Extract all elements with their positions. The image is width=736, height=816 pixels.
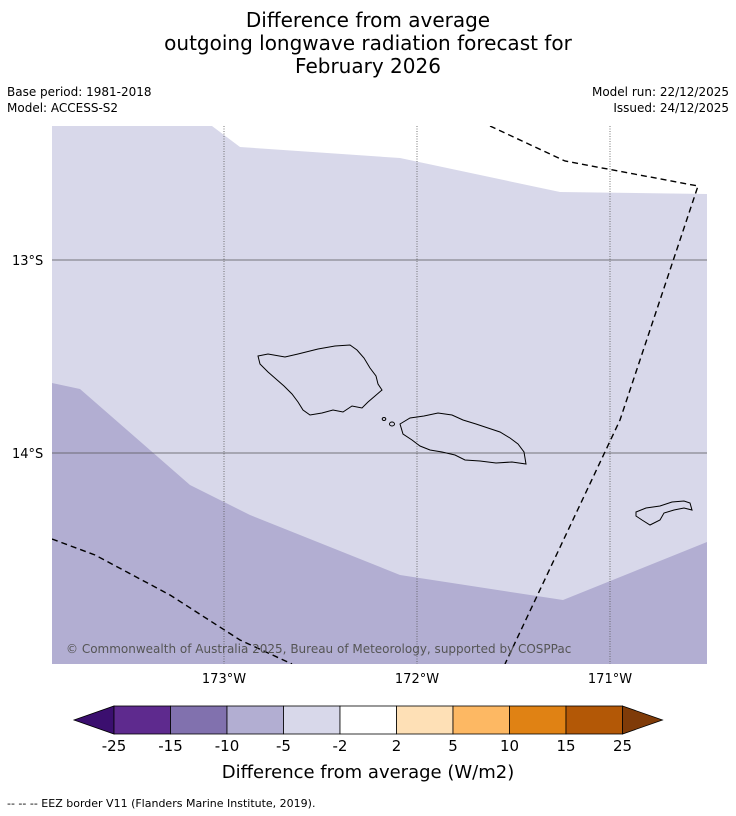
title-line-1: Difference from average bbox=[245, 8, 491, 32]
colorbar-tick-label: -25 bbox=[101, 737, 127, 755]
colorbar-segment bbox=[283, 705, 341, 735]
copyright-notice: © Commonwealth of Australia 2025, Bureau… bbox=[66, 642, 571, 656]
colorbar-tick-label: 5 bbox=[448, 737, 458, 755]
model-name: Model: ACCESS-S2 bbox=[7, 101, 119, 115]
manono-islet bbox=[389, 421, 395, 427]
title-line-2: outgoing longwave radiation forecast for bbox=[164, 31, 572, 55]
lon-label-173w: 173°W bbox=[202, 672, 246, 687]
colorbar bbox=[72, 705, 664, 735]
colorbar-segment bbox=[113, 705, 171, 735]
colorbar-segment bbox=[170, 705, 228, 735]
colorbar-segment bbox=[509, 705, 567, 735]
colorbar-tick-label: -10 bbox=[214, 737, 240, 755]
tutuila-island bbox=[635, 500, 693, 526]
colorbar-segment bbox=[452, 705, 510, 735]
issued-date: Issued: 24/12/2025 bbox=[613, 101, 729, 115]
anomaly-band-medium bbox=[52, 383, 707, 664]
lat-label-13s: 13°S bbox=[12, 254, 43, 269]
colorbar-tick-label: -15 bbox=[158, 737, 183, 755]
savaii-island bbox=[257, 344, 383, 416]
colorbar-tick-label: -5 bbox=[276, 737, 291, 755]
eez-legend: -- -- -- EEZ border V11 (Flanders Marine… bbox=[7, 797, 316, 810]
colorbar-title: Difference from average (W/m2) bbox=[221, 762, 515, 783]
colorbar-tick-label: -2 bbox=[332, 737, 348, 755]
apolima-islet bbox=[381, 417, 387, 421]
colorbar-arrow-high bbox=[622, 705, 664, 735]
colorbar-segment bbox=[339, 705, 397, 735]
colorbar-arrow-low bbox=[72, 705, 115, 735]
upolu-island bbox=[399, 412, 527, 465]
model-run: Model run: 22/12/2025 bbox=[591, 85, 729, 99]
lon-label-172w: 172°W bbox=[395, 672, 439, 687]
lat-label-14s: 14°S bbox=[12, 447, 43, 462]
colorbar-tick-label: 25 bbox=[612, 737, 633, 755]
title-line-3: February 2026 bbox=[295, 54, 441, 78]
graticule bbox=[52, 126, 707, 664]
eez-border bbox=[52, 126, 699, 664]
colorbar-segment bbox=[396, 705, 454, 735]
colorbar-segment bbox=[226, 705, 284, 735]
forecast-map: © Commonwealth of Australia 2025, Bureau… bbox=[12, 126, 707, 687]
base-period: Base period: 1981-2018 bbox=[7, 85, 152, 99]
colorbar-tick-label: 10 bbox=[499, 737, 520, 755]
colorbar-tick-label: 2 bbox=[391, 737, 402, 755]
colorbar-segment bbox=[565, 705, 623, 735]
lon-label-171w: 171°W bbox=[588, 672, 632, 687]
colorbar-tick-label: 15 bbox=[556, 737, 576, 755]
